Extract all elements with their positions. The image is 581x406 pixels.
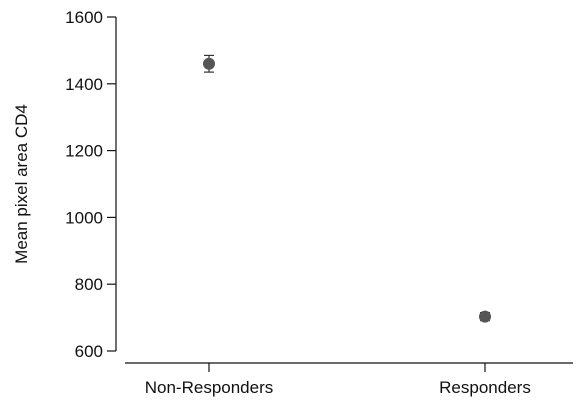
y-tick-label: 1600 xyxy=(65,8,103,27)
y-tick-label: 800 xyxy=(75,275,103,294)
y-tick-label: 1000 xyxy=(65,208,103,227)
x-tick-label: Non-Responders xyxy=(145,378,274,397)
data-point xyxy=(479,310,491,323)
data-points xyxy=(203,54,491,323)
y-tick-label: 600 xyxy=(75,342,103,361)
y-axis: 600 800 1000 1200 1400 1600 xyxy=(65,8,117,361)
y-axis-title: Mean pixel area CD4 xyxy=(12,104,31,264)
data-point xyxy=(203,57,215,70)
x-axis: Non-Responders Responders xyxy=(125,362,573,397)
y-tick-label: 1200 xyxy=(65,142,103,161)
x-tick-label: Responders xyxy=(439,378,531,397)
y-tick-label: 1400 xyxy=(65,75,103,94)
